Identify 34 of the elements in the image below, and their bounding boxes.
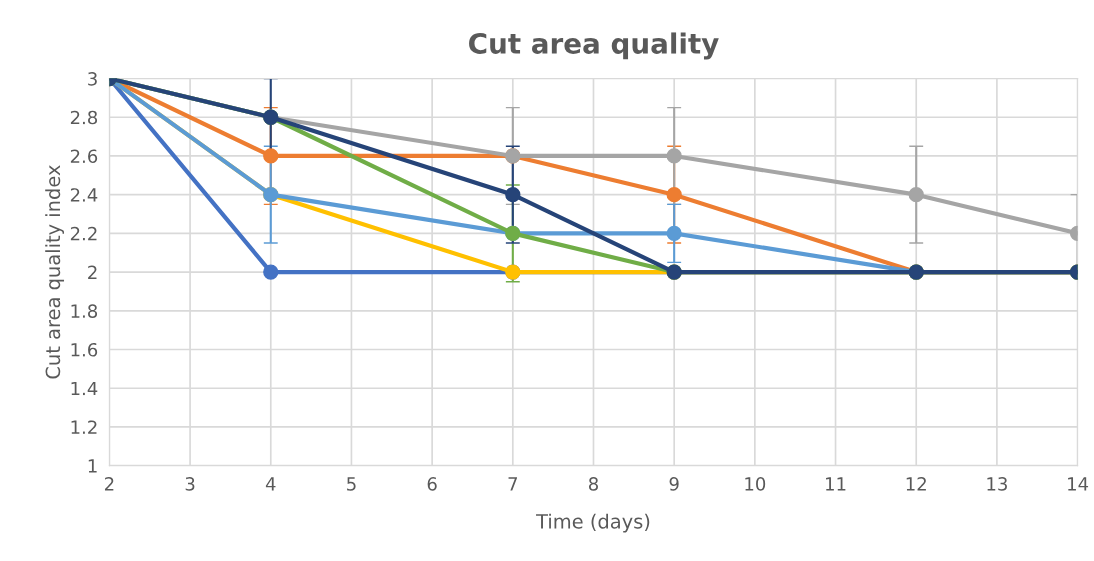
x-tick-label: 8: [588, 477, 598, 491]
x-tick-label: 14: [1068, 477, 1089, 491]
y-tick-label: 2: [88, 265, 97, 279]
x-tick-label: 11: [826, 477, 846, 491]
y-tick-label: 2.4: [70, 188, 98, 202]
point: [263, 148, 279, 164]
x-tick-label: 7: [508, 477, 518, 491]
x-tick-label: 6: [427, 477, 437, 491]
y-tick-label: 1.4: [71, 381, 98, 396]
y-tick-label: 1.6: [71, 342, 98, 357]
y-tick-label: 1: [88, 459, 97, 473]
point: [908, 187, 924, 203]
x-tick-label: 3: [185, 477, 195, 491]
x-tick-label: 12: [906, 477, 926, 491]
x-tick-label: 2: [104, 477, 114, 491]
x-tick-label: 5: [347, 477, 356, 491]
x-tick-label: 10: [745, 477, 766, 491]
y-tick-label: 2.8: [70, 110, 98, 125]
y-tick-label: 3: [88, 72, 97, 86]
y-axis-title: Cut area quality index: [45, 165, 65, 379]
x-tick-label: 4: [265, 477, 276, 491]
point: [666, 148, 682, 164]
y-tick-label: 1.8: [71, 304, 98, 318]
point: [666, 187, 682, 203]
x-tick-label: 9: [669, 477, 679, 491]
point: [505, 187, 521, 203]
point: [666, 225, 682, 242]
y-tick-label: 2.2: [70, 226, 97, 241]
y-tick-label: 1.2: [71, 420, 97, 434]
x-tick-label: 13: [987, 477, 1007, 491]
point: [263, 264, 279, 280]
chart-title: Cut area quality: [469, 32, 719, 60]
y-tick-label: 2.6: [70, 149, 98, 164]
x-axis-title: Time (days): [536, 513, 650, 533]
